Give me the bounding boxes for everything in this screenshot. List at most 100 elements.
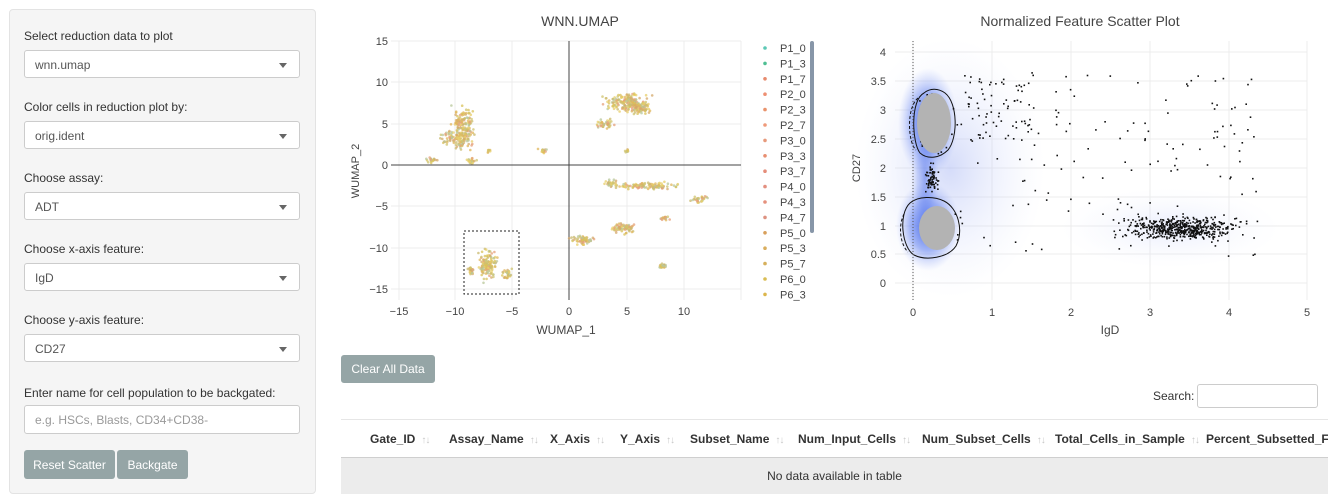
legend-item[interactable]: P5_3 <box>780 243 806 255</box>
x-feature-select[interactable]: IgD <box>24 263 300 291</box>
color-by-select-group: Color cells in reduction plot by: orig.i… <box>24 100 300 149</box>
reduction-select[interactable]: wnn.umap <box>24 50 300 78</box>
legend-item[interactable]: P4_7 <box>780 212 806 224</box>
col-y-axis[interactable]: Y_Axis ↑↓ <box>620 432 675 446</box>
scatter-ytick: 1.5 <box>871 192 886 204</box>
legend-item[interactable]: P2_7 <box>780 120 806 132</box>
backgate-button[interactable]: Backgate <box>117 450 188 479</box>
legend-marker <box>763 154 767 158</box>
legend-item[interactable]: P4_0 <box>780 182 806 194</box>
search-label: Search: <box>1153 389 1195 403</box>
legend-marker <box>763 77 767 81</box>
col-gate-id[interactable]: Gate_ID ↑↓ <box>370 432 430 446</box>
legend-marker <box>763 277 767 281</box>
reduction-label: Select reduction data to plot <box>24 29 173 43</box>
empty-table-message: No data available in table <box>341 458 1328 494</box>
legend-item[interactable]: P6_0 <box>780 274 806 286</box>
population-name-input[interactable] <box>24 405 300 434</box>
legend-item[interactable]: P5_7 <box>780 259 806 271</box>
x-feature-label: Choose x-axis feature: <box>24 242 145 256</box>
legend-item[interactable]: P3_0 <box>780 135 806 147</box>
scatter-ytick: 0 <box>880 278 886 290</box>
table-header: Gate_ID ↑↓ Assay_Name ↑↓ X_Axis ↑↓ Y_Axis ↑↓… <box>341 419 1328 458</box>
col-assay-name[interactable]: Assay_Name ↑↓ <box>449 432 539 446</box>
population-name-label: Enter name for cell population to be bac… <box>24 386 276 400</box>
legend-item[interactable]: P1_7 <box>780 74 806 86</box>
legend-scrollbar[interactable] <box>810 41 814 233</box>
umap-title: WNN.UMAP <box>541 13 619 29</box>
selection-box[interactable] <box>463 230 520 295</box>
legend-marker <box>763 261 767 266</box>
clear-all-data-button[interactable]: Clear All Data <box>341 355 435 383</box>
chevron-down-icon <box>279 63 287 68</box>
col-label: Y_Axis <box>620 432 661 446</box>
scatter-ytick: 1 <box>880 221 886 233</box>
search-input[interactable] <box>1197 384 1318 408</box>
scatter-ytick: 3 <box>880 105 886 117</box>
col-subset-name[interactable]: Subset_Name ↑↓ <box>690 432 784 446</box>
scatter-ytick: 2.5 <box>871 134 886 146</box>
col-label: Total_Cells_in_Sample <box>1055 432 1185 446</box>
sort-icon: ↑↓ <box>421 435 430 446</box>
scatter-ylabel: CD27 <box>851 154 863 182</box>
chevron-down-icon <box>279 205 287 210</box>
legend-item[interactable]: P4_3 <box>780 197 806 209</box>
assay-select[interactable]: ADT <box>24 192 300 220</box>
color-by-select[interactable]: orig.ident <box>24 121 300 149</box>
legend-marker <box>763 246 767 250</box>
assay-value: ADT <box>35 200 59 214</box>
umap-ytick: 15 <box>376 36 388 48</box>
scatter-xtick: 5 <box>1304 307 1310 319</box>
col-num-input-cells[interactable]: Num_Input_Cells ↑↓ <box>798 432 911 446</box>
legend-marker <box>763 200 767 204</box>
legend-item[interactable]: P1_0 <box>780 43 806 55</box>
legend-item[interactable]: P3_3 <box>780 151 806 163</box>
col-label: Assay_Name <box>449 432 524 446</box>
umap-xtick: 5 <box>624 306 630 318</box>
umap-ytick: 5 <box>382 119 388 131</box>
sort-icon: ↑↓ <box>529 435 539 446</box>
col-num-subset-cells[interactable]: Num_Subset_Cells ↑↓ <box>922 432 1046 446</box>
col-percent-subsetted[interactable]: Percent_Subsetted_F <box>1206 432 1328 446</box>
chevron-down-icon <box>279 276 287 281</box>
umap-ylabel: WUMAP_2 <box>350 144 362 198</box>
color-by-value: orig.ident <box>35 129 85 143</box>
scatter-xtick: 3 <box>1147 307 1153 319</box>
col-x-axis[interactable]: X_Axis ↑↓ <box>550 432 605 446</box>
legend-item[interactable]: P2_3 <box>780 105 806 117</box>
sidebar-panel: Select reduction data to plot wnn.umap C… <box>9 9 316 494</box>
y-feature-value: CD27 <box>35 342 66 356</box>
legend-item[interactable]: P1_3 <box>780 58 806 70</box>
reset-scatter-button[interactable]: Reset Scatter <box>24 450 115 479</box>
umap-legend[interactable]: P1_0 P1_3 P1_7 P2_0 P2_3 P2_7 P3_0 P3_3 P3_7 P4_0… <box>763 43 806 301</box>
y-feature-select[interactable]: CD27 <box>24 334 300 362</box>
scatter-ytick: 0.5 <box>871 249 886 261</box>
feature-scatter-plot[interactable]: Normalized Feature Scatter Plot 0 1 2 3 … <box>840 8 1325 343</box>
scatter-xtick: 0 <box>910 307 916 319</box>
color-by-label: Color cells in reduction plot by: <box>24 100 188 114</box>
umap-ytick: −5 <box>375 201 388 213</box>
umap-plot[interactable]: WNN.UMAP −15 −10 −5 0 5 10 15 10 5 0 −5 … <box>341 8 821 348</box>
col-label: Num_Input_Cells <box>798 432 897 446</box>
population-name-group: Enter name for cell population to be bac… <box>24 386 300 434</box>
legend-item[interactable]: P6_3 <box>780 289 806 301</box>
legend-item[interactable]: P2_0 <box>780 89 806 101</box>
legend-marker <box>763 92 767 96</box>
umap-xlabel: WUMAP_1 <box>536 323 596 337</box>
umap-xtick: −15 <box>390 306 409 318</box>
legend-marker <box>763 292 767 297</box>
assay-select-group: Choose assay: ADT <box>24 171 300 220</box>
chevron-down-icon <box>279 134 287 139</box>
scatter-ytick: 4 <box>880 47 886 59</box>
legend-item[interactable]: P5_0 <box>780 228 806 240</box>
col-label: X_Axis <box>550 432 591 446</box>
legend-marker <box>763 138 767 143</box>
sort-icon: ↑↓ <box>596 435 605 446</box>
reduction-value: wnn.umap <box>35 58 91 72</box>
legend-item[interactable]: P3_7 <box>780 166 806 178</box>
y-feature-select-group: Choose y-axis feature: CD27 <box>24 313 300 362</box>
sort-icon: ↑↓ <box>1190 435 1200 446</box>
sort-icon: ↑↓ <box>902 435 911 446</box>
col-total-cells[interactable]: Total_Cells_in_Sample ↑↓ <box>1055 432 1200 446</box>
scatter-ytick: 3.5 <box>871 76 886 88</box>
